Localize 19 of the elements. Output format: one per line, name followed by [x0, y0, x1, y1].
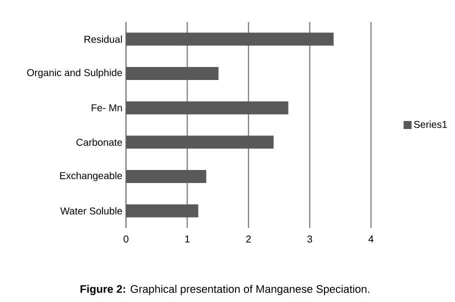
text: Figure 2: Graphical presentation of Manganese Speciation. [80, 284, 370, 296]
legend-label: Series1 [414, 120, 447, 128]
y-tick-label: Residual [84, 36, 122, 43]
y-tick-label: Water Soluble [60, 207, 122, 214]
bar [126, 67, 218, 80]
x-tick-label: 3 [307, 236, 312, 243]
x-tick-label: 2 [246, 236, 251, 242]
y-tick-label: Organic and Sulphide [27, 68, 122, 78]
bar [126, 170, 206, 183]
y-tick-label: Exchangeable [60, 172, 122, 182]
y-tick-label: Fe- Mn [92, 104, 122, 112]
x-tick-label: 0 [124, 236, 128, 243]
bar [126, 32, 334, 46]
bar [126, 204, 198, 218]
x-tick-label: 1 [185, 236, 190, 242]
bar [126, 101, 288, 114]
y-tick-label: Carbonate [76, 138, 122, 146]
bar [126, 136, 274, 149]
x-tick-label: 4 [368, 236, 374, 242]
